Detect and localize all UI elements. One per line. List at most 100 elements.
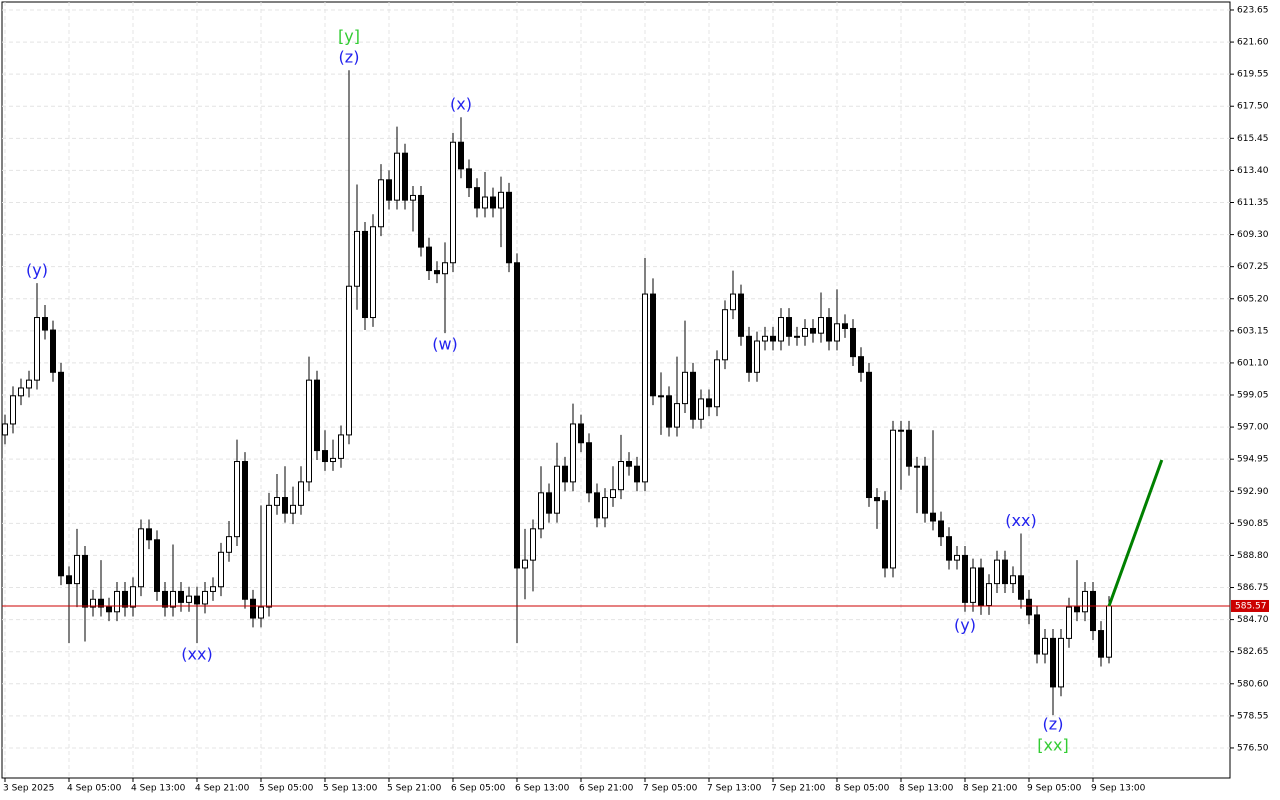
y-tick-label: 592.90: [1237, 487, 1269, 497]
candle-body: [1074, 606, 1080, 613]
candle-body: [642, 293, 648, 483]
candle-body: [626, 461, 632, 467]
candle-body: [802, 327, 808, 337]
y-tick-label: 594.95: [1237, 455, 1269, 465]
candle-body: [1098, 630, 1104, 658]
candle-body: [282, 497, 288, 514]
candle-body: [730, 293, 736, 311]
current-price-tag: [1231, 599, 1269, 612]
candle-body: [458, 141, 464, 170]
candle-body: [914, 465, 920, 468]
candle-body: [362, 230, 368, 319]
candle-body: [586, 442, 592, 494]
candle-body: [882, 500, 888, 569]
candle-body: [2, 423, 8, 436]
candle-body: [1042, 637, 1048, 655]
candle-body: [986, 583, 992, 607]
x-tick-label: 5 Sep 13:00: [323, 784, 378, 794]
candle-body: [82, 554, 88, 608]
candle-body: [354, 230, 360, 287]
candle-body: [10, 395, 16, 425]
candle-body: [530, 528, 536, 561]
wave-label: (z): [339, 48, 360, 67]
candle-body: [210, 586, 216, 592]
y-tick-label: 623.65: [1237, 5, 1269, 15]
y-tick-label: 576.50: [1237, 743, 1269, 753]
candle-body: [938, 520, 944, 538]
x-tick-label: 3 Sep 2025: [3, 784, 54, 794]
y-tick-label: 584.70: [1237, 615, 1269, 625]
candle-body: [794, 335, 800, 338]
y-tick-label: 590.85: [1237, 519, 1269, 529]
candle-body: [522, 559, 528, 569]
candle-body: [1034, 614, 1040, 655]
candle-body: [242, 461, 248, 600]
candle-body: [994, 559, 1000, 585]
candle-body: [610, 489, 616, 499]
candle-body: [674, 403, 680, 428]
candle-body: [666, 395, 672, 428]
candle-body: [714, 359, 720, 408]
candle-body: [234, 461, 240, 538]
candle-body: [186, 595, 192, 603]
candle-body: [58, 371, 64, 577]
candle-body: [162, 590, 168, 608]
candle-body: [970, 567, 976, 603]
candle-body: [466, 168, 472, 189]
candle-body: [514, 262, 520, 569]
candle-body: [194, 595, 200, 605]
candle-body: [26, 379, 32, 389]
candle-body: [706, 398, 712, 408]
candle-body: [722, 309, 728, 361]
x-tick-label: 6 Sep 21:00: [579, 784, 634, 794]
candle-body: [154, 539, 160, 592]
candle-body: [226, 536, 232, 553]
candle-body: [106, 606, 112, 613]
candle-body: [122, 590, 128, 608]
candle-body: [50, 329, 56, 373]
candle-body: [690, 371, 696, 420]
candle-body: [322, 450, 328, 463]
y-tick-label: 582.65: [1237, 647, 1269, 657]
wave-label: (w): [432, 335, 458, 354]
candle-body: [394, 152, 400, 201]
candle-body: [290, 504, 296, 514]
wave-label: [xx]: [1037, 736, 1068, 755]
candle-body: [866, 371, 872, 499]
candle-body: [898, 429, 904, 432]
candle-body: [954, 554, 960, 561]
x-tick-label: 4 Sep 13:00: [131, 784, 186, 794]
candle-body: [378, 179, 384, 228]
candle-body: [962, 554, 968, 603]
candle-body: [826, 317, 832, 342]
y-tick-label: 615.45: [1237, 134, 1269, 144]
candle-body: [778, 317, 784, 342]
candle-body: [570, 423, 576, 483]
candle-body: [906, 429, 912, 467]
y-tick-label: 599.05: [1237, 391, 1269, 401]
candle-body: [266, 504, 272, 608]
x-tick-label: 8 Sep 05:00: [835, 784, 890, 794]
y-tick-label: 609.30: [1237, 230, 1269, 240]
x-tick-label: 7 Sep 05:00: [643, 784, 698, 794]
candle-body: [442, 262, 448, 275]
candle-body: [946, 536, 952, 561]
candle-body: [738, 293, 744, 337]
candle-body: [562, 465, 568, 483]
candle-body: [762, 335, 768, 342]
candle-body: [682, 371, 688, 405]
candle-body: [298, 481, 304, 506]
candle-body: [306, 379, 312, 483]
candle-body: [506, 191, 512, 264]
candle-body: [274, 497, 280, 506]
candle-body: [202, 590, 208, 605]
candle-body: [618, 461, 624, 491]
candle-body: [170, 590, 176, 608]
candle-body: [34, 317, 40, 381]
candle-body: [474, 187, 480, 209]
candle-body: [754, 340, 760, 373]
y-tick-label: 580.60: [1237, 679, 1269, 689]
candle-body: [146, 528, 152, 541]
candle-body: [114, 590, 120, 613]
candle-body: [450, 141, 456, 264]
